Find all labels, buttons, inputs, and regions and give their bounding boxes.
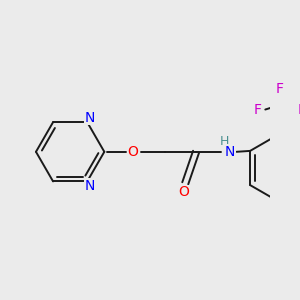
Text: N: N <box>225 145 236 159</box>
Text: F: F <box>276 82 284 96</box>
Text: O: O <box>128 145 139 159</box>
Text: F: F <box>254 103 262 116</box>
Text: H: H <box>220 134 230 148</box>
Text: N: N <box>85 179 95 193</box>
Text: O: O <box>178 185 189 199</box>
Text: N: N <box>85 110 95 124</box>
Text: F: F <box>297 103 300 116</box>
